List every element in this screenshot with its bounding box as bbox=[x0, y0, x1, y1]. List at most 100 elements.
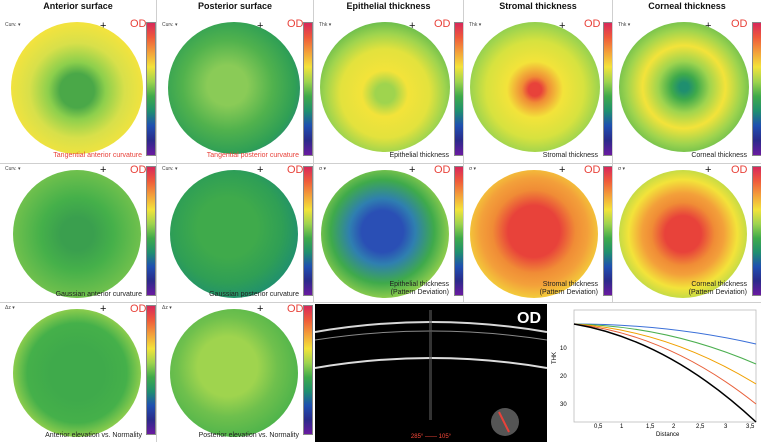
map-caption: Stromal thickness (Pattern Deviation) bbox=[540, 281, 598, 297]
color-scale bbox=[454, 22, 463, 156]
x-tick: 1 bbox=[620, 424, 624, 430]
x-tick: 2,5 bbox=[696, 424, 705, 430]
epithelial-pd-map[interactable] bbox=[321, 170, 449, 298]
center-plus: + bbox=[559, 164, 566, 176]
divider bbox=[463, 0, 464, 302]
map-caption-line: Corneal thickness bbox=[691, 281, 747, 288]
color-scale bbox=[752, 166, 761, 296]
map-caption: Gaussian posterior curvature bbox=[209, 291, 299, 298]
column-title-anterior: Anterior surface bbox=[43, 1, 113, 11]
x-tick: 3,5 bbox=[746, 424, 755, 430]
profile-chart bbox=[573, 309, 757, 423]
map-caption-line: Stromal thickness bbox=[542, 281, 598, 288]
y-tick: 30 bbox=[560, 402, 567, 408]
panel-anterior-tangential[interactable]: Anterior surface Curv. ▾ + OD Tangential… bbox=[0, 0, 156, 163]
center-plus: + bbox=[100, 164, 107, 176]
oct-scan-image[interactable]: OD 285° —— 105° bbox=[315, 304, 547, 442]
map-caption: Tangential posterior curvature bbox=[206, 152, 299, 159]
color-scale bbox=[146, 22, 156, 156]
divider bbox=[156, 0, 157, 442]
color-scale bbox=[303, 305, 313, 435]
panel-anterior-elevation[interactable]: Δz ▾ + OD Anterior elevation vs. Normali… bbox=[0, 303, 156, 442]
od-indicator: OD bbox=[287, 164, 304, 176]
divider bbox=[0, 302, 761, 303]
y-axis-label: THK bbox=[552, 352, 558, 364]
map-type-selector[interactable]: Δz ▾ bbox=[162, 305, 172, 311]
panel-posterior-elevation[interactable]: Δz ▾ + OD Posterior elevation vs. Normal… bbox=[157, 303, 313, 442]
map-type-selector[interactable]: Δz ▾ bbox=[5, 305, 15, 311]
panel-epithelial-thickness[interactable]: Epithelial thickness Thk ▾ + OD Epitheli… bbox=[314, 0, 463, 163]
map-caption: Corneal thickness (Pattern Deviation) bbox=[689, 281, 747, 297]
posterior-tangential-map[interactable] bbox=[168, 22, 300, 154]
anterior-elevation-map[interactable] bbox=[13, 309, 141, 437]
stromal-pd-map[interactable] bbox=[470, 170, 598, 298]
od-indicator: OD bbox=[584, 18, 601, 30]
anterior-tangential-map[interactable] bbox=[11, 22, 143, 154]
od-indicator: OD bbox=[731, 164, 748, 176]
panel-stromal-thickness[interactable]: Stromal thickness Thk ▾ + OD Stromal thi… bbox=[464, 0, 612, 163]
od-indicator: OD bbox=[434, 18, 451, 30]
od-indicator: OD bbox=[287, 303, 304, 315]
x-axis-label: Distance bbox=[656, 432, 680, 438]
od-indicator: OD bbox=[287, 18, 304, 30]
x-tick: 1,5 bbox=[646, 424, 655, 430]
od-indicator: OD bbox=[130, 18, 147, 30]
divider bbox=[313, 0, 314, 302]
posterior-elevation-map[interactable] bbox=[170, 309, 298, 437]
anterior-gaussian-map[interactable] bbox=[13, 170, 141, 298]
map-type-selector[interactable]: σ ▾ bbox=[469, 166, 476, 172]
x-tick: 3 bbox=[724, 424, 728, 430]
center-plus: + bbox=[257, 303, 264, 315]
color-scale bbox=[603, 166, 612, 296]
map-caption: Stromal thickness bbox=[542, 152, 598, 159]
color-scale bbox=[603, 22, 612, 156]
map-type-selector[interactable]: Curv. ▾ bbox=[5, 166, 21, 172]
map-type-selector[interactable]: Thk ▾ bbox=[469, 22, 482, 28]
center-plus: + bbox=[409, 164, 416, 176]
map-type-selector[interactable]: Curv. ▾ bbox=[162, 22, 178, 28]
column-title-stromal: Stromal thickness bbox=[499, 1, 577, 11]
color-scale bbox=[303, 22, 313, 156]
map-type-selector[interactable]: σ ▾ bbox=[319, 166, 326, 172]
panel-stromal-pattern-deviation[interactable]: σ ▾ + OD Stromal thickness (Pattern Devi… bbox=[464, 164, 612, 302]
map-type-selector[interactable]: Thk ▾ bbox=[618, 22, 631, 28]
panel-epithelial-pattern-deviation[interactable]: σ ▾ + OD Epithelial thickness (Pattern D… bbox=[314, 164, 463, 302]
divider bbox=[0, 163, 761, 164]
y-tick: 10 bbox=[560, 346, 567, 352]
color-scale bbox=[146, 166, 156, 296]
panel-corneal-pattern-deviation[interactable]: σ ▾ + OD Corneal thickness (Pattern Devi… bbox=[613, 164, 761, 302]
x-tick: 0,5 bbox=[594, 424, 603, 430]
oct-eye-label: OD bbox=[517, 310, 541, 327]
center-plus: + bbox=[705, 164, 712, 176]
map-type-selector[interactable]: Curv. ▾ bbox=[162, 166, 178, 172]
oct-axis-label: 285° —— 105° bbox=[410, 434, 452, 440]
od-indicator: OD bbox=[130, 164, 147, 176]
map-type-selector[interactable]: Curv. ▾ bbox=[5, 22, 21, 28]
map-caption: Tangential anterior curvature bbox=[53, 152, 142, 159]
column-title-posterior: Posterior surface bbox=[197, 1, 273, 11]
center-plus: + bbox=[257, 164, 264, 176]
stromal-thickness-map[interactable] bbox=[470, 22, 600, 152]
map-caption-line: (Pattern Deviation) bbox=[688, 289, 747, 296]
corneal-thickness-map[interactable] bbox=[619, 22, 749, 152]
panel-corneal-thickness[interactable]: Corneal thickness Thk ▾ + OD Corneal thi… bbox=[613, 0, 761, 163]
map-type-selector[interactable]: Thk ▾ bbox=[319, 22, 332, 28]
panel-posterior-tangential[interactable]: Posterior surface Curv. ▾ + OD Tangentia… bbox=[157, 0, 313, 163]
column-title-epithelial: Epithelial thickness bbox=[346, 1, 431, 11]
map-caption-line: Epithelial thickness bbox=[389, 281, 449, 288]
od-indicator: OD bbox=[584, 164, 601, 176]
panel-posterior-gaussian[interactable]: Curv. ▾ + OD Gaussian posterior curvatur… bbox=[157, 164, 313, 302]
map-caption: Epithelial thickness bbox=[389, 152, 449, 159]
panel-anterior-gaussian[interactable]: Curv. ▾ + OD Gaussian anterior curvature bbox=[0, 164, 156, 302]
color-scale bbox=[146, 305, 156, 435]
corneal-pd-map[interactable] bbox=[619, 170, 747, 298]
epithelial-thickness-map[interactable] bbox=[320, 22, 450, 152]
thickness-profile-graph[interactable]: THK 10 20 30 0,5 1 1,5 2 2,5 3 3,5 Dista… bbox=[548, 304, 761, 442]
map-type-selector[interactable]: σ ▾ bbox=[618, 166, 625, 172]
column-title-corneal: Corneal thickness bbox=[648, 1, 726, 11]
center-plus: + bbox=[100, 20, 107, 32]
map-caption: Corneal thickness bbox=[691, 152, 747, 159]
posterior-gaussian-map[interactable] bbox=[170, 170, 298, 298]
map-caption-line: (Pattern Deviation) bbox=[539, 289, 598, 296]
color-scale bbox=[454, 166, 463, 296]
